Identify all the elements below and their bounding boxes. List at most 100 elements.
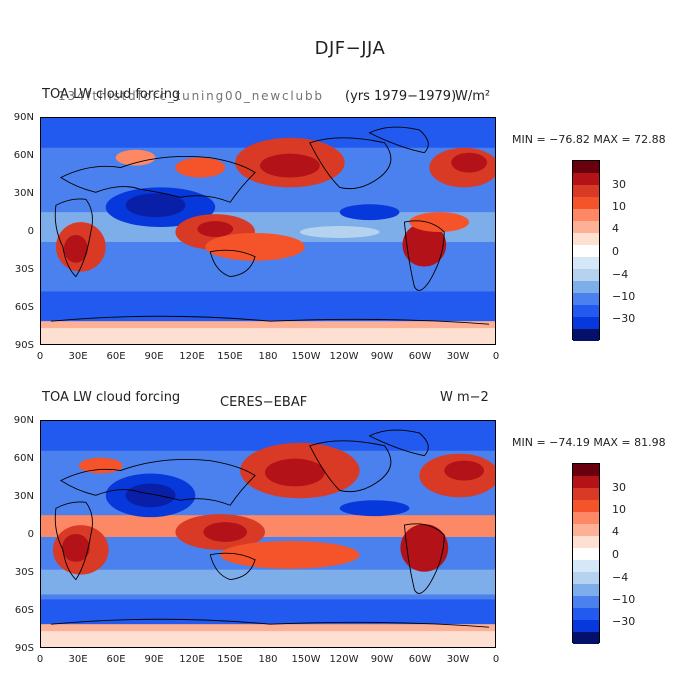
lon-tick: 150W bbox=[291, 654, 321, 665]
lon-tick: 60E bbox=[106, 351, 126, 362]
colorbar-swatch bbox=[573, 536, 599, 548]
colorbar-swatch bbox=[573, 512, 599, 524]
colorbar-swatch bbox=[573, 173, 599, 185]
lon-tick: 90E bbox=[144, 654, 164, 665]
colorbar-swatch bbox=[573, 572, 599, 584]
colorbar-label: 30 bbox=[612, 178, 626, 191]
lon-tick: 180 bbox=[258, 654, 278, 665]
colorbar-swatch bbox=[573, 620, 599, 632]
lon-tick: 120W bbox=[329, 351, 359, 362]
panel-left-title: TOA LW cloud forcing bbox=[42, 390, 181, 405]
colorbar-swatch bbox=[573, 209, 599, 221]
lat-tick: 60S bbox=[14, 605, 34, 616]
lon-tick: 0 bbox=[492, 654, 500, 665]
lat-tick: 90N bbox=[13, 415, 34, 426]
lon-tick: 90E bbox=[144, 351, 164, 362]
lat-tick: 60N bbox=[13, 453, 34, 464]
colorbar-swatch bbox=[573, 221, 599, 233]
colorbar-label: −30 bbox=[612, 312, 636, 325]
min-max-label: MIN = −76.82 MAX = 72.88 bbox=[512, 133, 666, 146]
colorbar-swatch bbox=[573, 488, 599, 500]
colorbar-label: 0 bbox=[612, 548, 619, 561]
map-observation bbox=[40, 420, 496, 648]
colorbar-swatch bbox=[573, 197, 599, 209]
map-field bbox=[41, 421, 495, 647]
lon-tick: 180 bbox=[258, 351, 278, 362]
lat-tick: 60N bbox=[13, 150, 34, 161]
lat-tick: 30S bbox=[14, 567, 34, 578]
panel-overlap-title: 1 3 4 f t h i s t d f o r c _ t u n i n … bbox=[58, 89, 322, 103]
lat-tick: 30S bbox=[14, 264, 34, 275]
colorbar-label: −10 bbox=[612, 593, 636, 606]
lon-tick: 0 bbox=[36, 351, 44, 362]
lon-tick: 60E bbox=[106, 654, 126, 665]
colorbar-swatch bbox=[573, 560, 599, 572]
colorbar-swatch bbox=[573, 500, 599, 512]
panel-center-title: CERES−EBAF bbox=[220, 395, 308, 410]
colorbar-swatch bbox=[573, 317, 599, 329]
colorbar-swatch bbox=[573, 329, 599, 341]
min-max-label: MIN = −74.19 MAX = 81.98 bbox=[512, 436, 666, 449]
lat-tick: 0 bbox=[27, 529, 34, 540]
colorbar-label: −30 bbox=[612, 615, 636, 628]
lon-tick: 30W bbox=[446, 654, 470, 665]
map-field bbox=[41, 118, 495, 344]
colorbar-swatch bbox=[573, 632, 599, 644]
panel-units: W m−2 bbox=[440, 390, 489, 405]
colorbar-swatch bbox=[573, 257, 599, 269]
lon-tick: 150E bbox=[217, 654, 243, 665]
lon-tick: 30E bbox=[68, 654, 88, 665]
colorbar-swatch bbox=[573, 185, 599, 197]
lat-tick: 30N bbox=[13, 491, 34, 502]
colorbar-swatch bbox=[573, 476, 599, 488]
colorbar-label: 4 bbox=[612, 222, 619, 235]
panel-model: TOA LW cloud forcing 1 3 4 f t h i s t d… bbox=[0, 85, 700, 375]
colorbar-swatch bbox=[573, 464, 599, 476]
panel-center-title: (yrs 1979−1979) bbox=[345, 89, 457, 104]
colorbar-label: 10 bbox=[612, 200, 626, 213]
colorbar-label: −4 bbox=[612, 268, 629, 281]
map-model bbox=[40, 117, 496, 345]
colorbar-swatch bbox=[573, 524, 599, 536]
lat-tick: 90S bbox=[14, 643, 34, 654]
lon-tick: 0 bbox=[492, 351, 500, 362]
lon-tick: 60W bbox=[408, 351, 432, 362]
lon-tick: 150E bbox=[217, 351, 243, 362]
lat-tick: 30N bbox=[13, 188, 34, 199]
lat-tick: 0 bbox=[27, 226, 34, 237]
lon-tick: 120E bbox=[179, 351, 205, 362]
colorbar-swatch bbox=[573, 161, 599, 173]
colorbar-label: −4 bbox=[612, 571, 629, 584]
colorbar-swatch bbox=[573, 281, 599, 293]
colorbar-swatch bbox=[573, 269, 599, 281]
lon-tick: 90W bbox=[370, 351, 394, 362]
lon-tick: 150W bbox=[291, 351, 321, 362]
lon-tick: 120W bbox=[329, 654, 359, 665]
lon-tick: 90W bbox=[370, 654, 394, 665]
page-title: DJF−JJA bbox=[314, 38, 386, 59]
lat-tick: 90S bbox=[14, 340, 34, 351]
panel-units: W/m² bbox=[455, 89, 491, 104]
colorbar-swatch bbox=[573, 305, 599, 317]
lon-tick: 120E bbox=[179, 654, 205, 665]
colorbar-swatch bbox=[573, 548, 599, 560]
lat-tick: 90N bbox=[13, 112, 34, 123]
colorbar-swatch bbox=[573, 596, 599, 608]
lat-tick: 60S bbox=[14, 302, 34, 313]
colorbar-swatch bbox=[573, 608, 599, 620]
lon-tick: 30W bbox=[446, 351, 470, 362]
colorbar bbox=[572, 463, 600, 644]
lon-tick: 30E bbox=[68, 351, 88, 362]
colorbar-swatch bbox=[573, 233, 599, 245]
colorbar-label: −10 bbox=[612, 290, 636, 303]
panel-left-title: TOA LW cloud forcing bbox=[42, 87, 181, 102]
colorbar-swatch bbox=[573, 584, 599, 596]
lon-tick: 0 bbox=[36, 654, 44, 665]
colorbar-label: 10 bbox=[612, 503, 626, 516]
lon-tick: 60W bbox=[408, 654, 432, 665]
colorbar-swatch bbox=[573, 293, 599, 305]
colorbar-label: 4 bbox=[612, 525, 619, 538]
panel-observation: TOA LW cloud forcing CERES−EBAF W m−2 MI… bbox=[0, 388, 700, 678]
colorbar-label: 30 bbox=[612, 481, 626, 494]
colorbar-label: 0 bbox=[612, 245, 619, 258]
